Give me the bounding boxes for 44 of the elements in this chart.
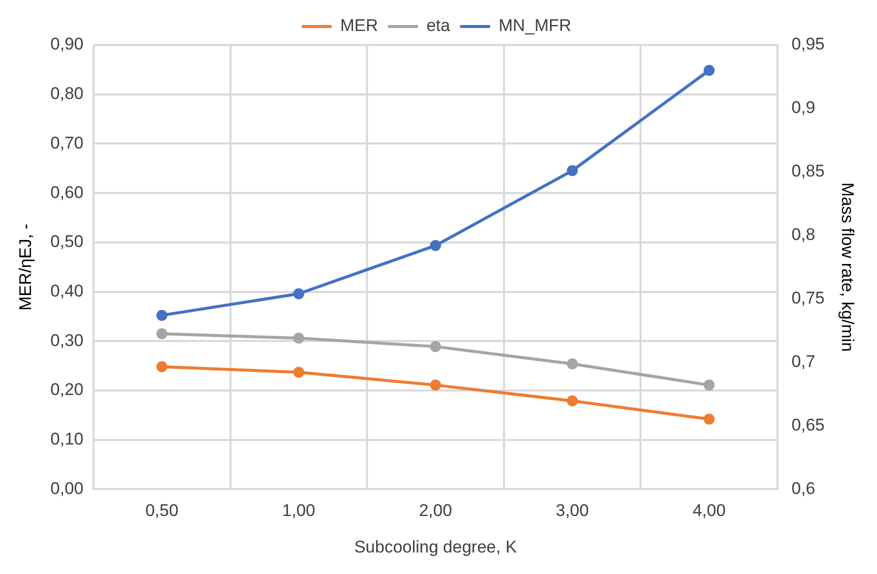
legend-label: MN_MFR [498,16,572,36]
point [156,361,168,372]
legend-label: MER [340,16,378,36]
x-tick-label: 0,50 [145,501,178,520]
x-tick-label: 2,00 [418,501,452,520]
y2-tick-label: 0,75 [792,288,825,308]
y2-tick-label: 0,8 [792,225,816,244]
point [156,328,168,340]
point [566,395,578,406]
y2-tick-label: 0,7 [792,352,816,371]
y2-axis-title: Mass flow rate, kg/min [838,182,858,352]
point [430,380,441,391]
y-tick-label: 0,20 [50,380,84,400]
x-tick-label: 3,00 [556,501,589,520]
point [293,366,304,378]
y2-tick-label: 0,9 [792,98,816,118]
y-tick-label: 0,30 [50,330,84,350]
x-tick-label: 4,00 [692,501,726,520]
y-tick-label: 0,90 [50,34,84,54]
y-tick-label: 0,60 [50,182,84,202]
point [156,310,168,321]
y2-tick-label: 0,85 [792,162,825,181]
point [430,341,441,352]
point [293,288,304,300]
point [704,64,715,76]
point [704,380,715,391]
point [293,332,304,344]
x-tick-label: 1,00 [282,501,316,520]
y-tick-label: 0,50 [50,232,84,252]
point [566,358,578,370]
y-tick-label: 0,40 [50,281,84,300]
point [704,414,715,425]
y-axis-title: MER/ηEJ, - [16,224,35,311]
y-tick-label: 0,10 [50,430,84,449]
x-axis-title: Subcooling degree, K [354,537,518,556]
y-tick-label: 0,70 [50,133,84,152]
y2-tick-label: 0,6 [792,478,816,498]
legend-label: eta [426,16,451,36]
y2-tick-label: 0,95 [792,34,825,54]
y2-tick-label: 0,65 [792,415,825,434]
y-tick-label: 0,00 [50,478,84,498]
point [566,165,578,176]
y-tick-label: 0,80 [50,84,84,104]
point [430,240,441,252]
